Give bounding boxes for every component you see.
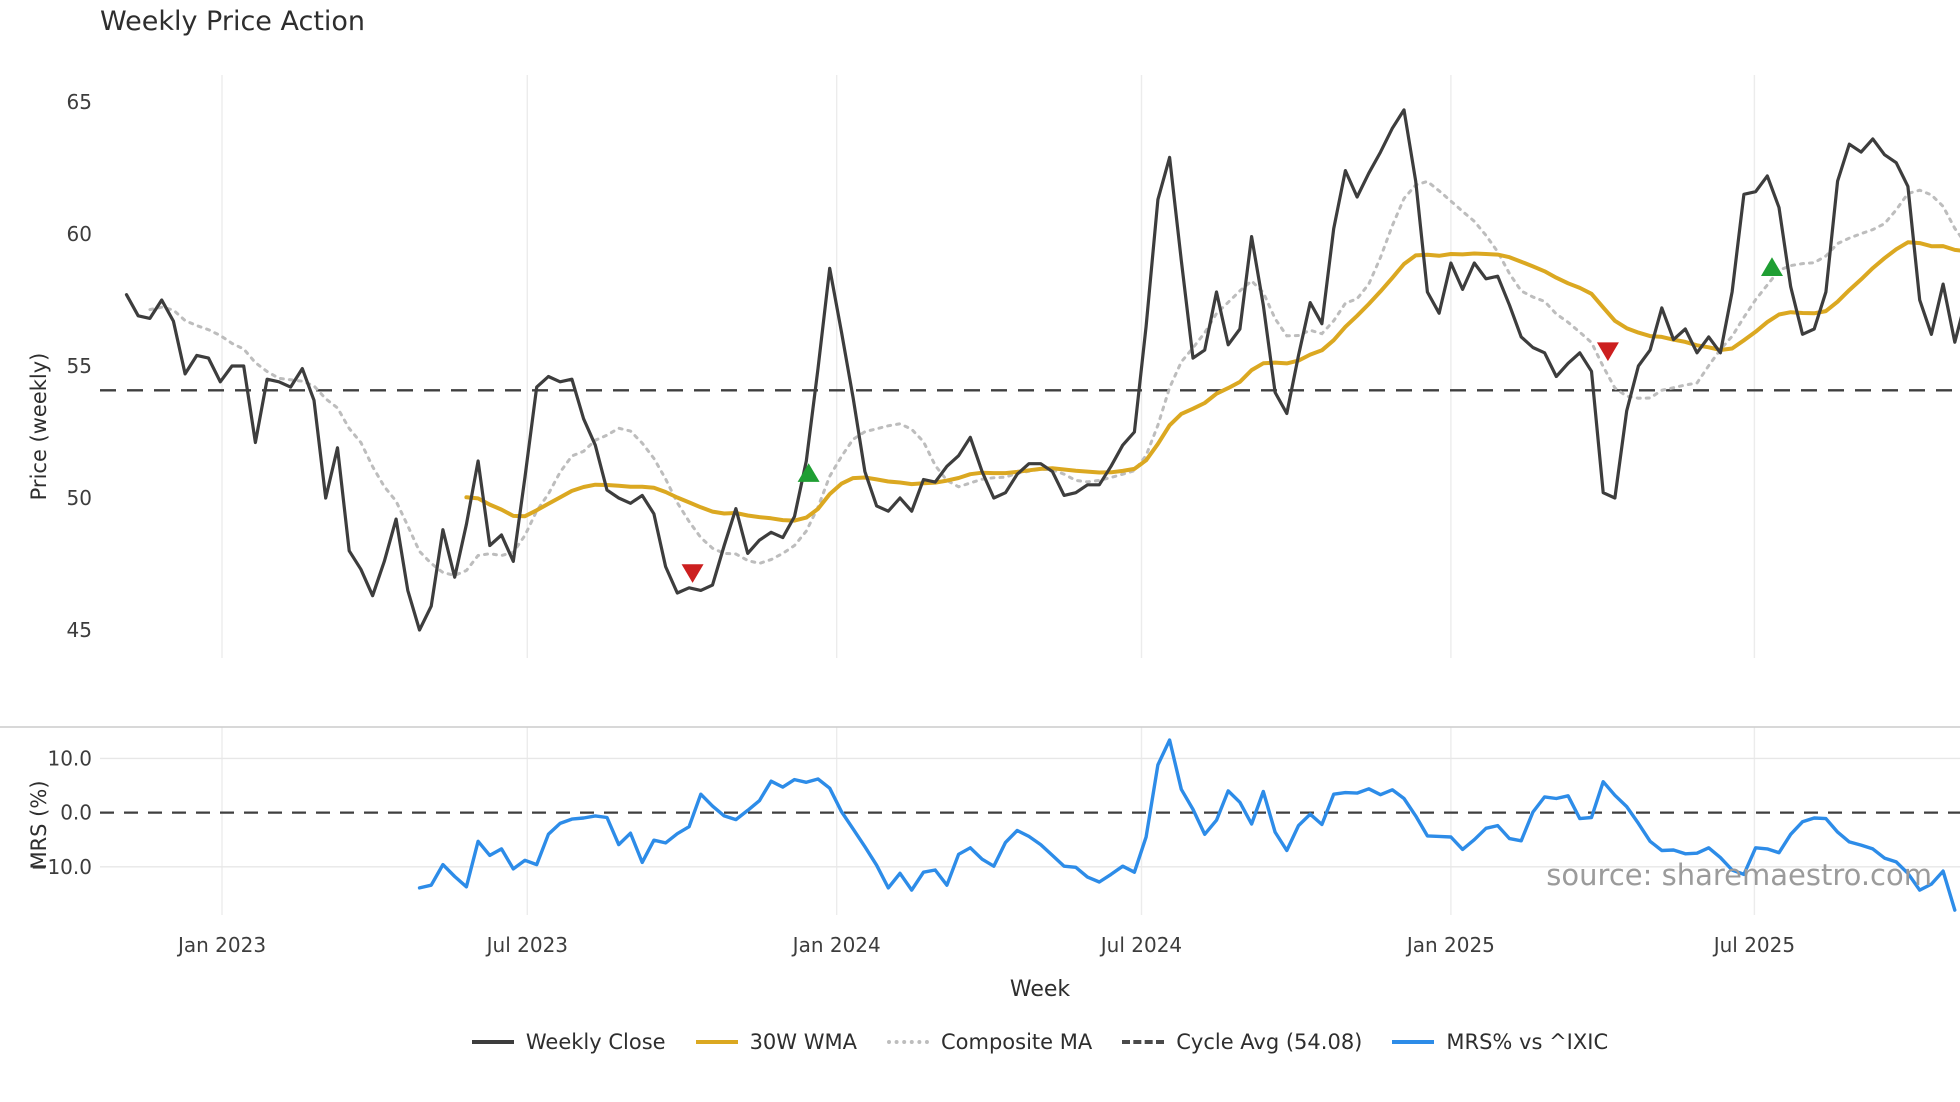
buy-signal-marker: [797, 463, 820, 482]
legend-swatch: [1122, 1040, 1165, 1044]
axis-text: 50: [67, 486, 92, 510]
legend-label: Composite MA: [940, 1030, 1093, 1054]
axis-text: Jul 2025: [1712, 933, 1795, 957]
legend-item-mrs-vs-ixic: MRS% vs ^IXIC: [1392, 1030, 1608, 1054]
axis-text: 45 50 55 60 65 10.0 0.0 −10.0 Jan 2023 Jul 2023 Ja…: [27, 90, 1795, 1002]
legend-label: MRS% vs ^IXIC: [1446, 1030, 1609, 1054]
axis-text: 10.0: [47, 746, 92, 770]
axis-text: Jan 2024: [791, 933, 881, 957]
axis-text: Jul 2024: [1099, 933, 1182, 957]
axis-text: MRS (%): [27, 780, 51, 869]
buy-signal-marker: [1760, 257, 1783, 276]
data-series: [100, 108, 1960, 912]
legend-item-30w-wma: 30W WMA: [695, 1030, 857, 1054]
legend-swatch: [886, 1040, 929, 1044]
signal-markers: [681, 257, 1783, 583]
axis-text: Jul 2023: [485, 933, 568, 957]
legend-swatch: [471, 1040, 514, 1044]
chart-title: Weekly Price Action: [100, 6, 366, 37]
axis-text: Jan 2025: [1405, 933, 1495, 957]
axis-text: Week: [1010, 977, 1071, 1002]
legend: Weekly Close 30W WMA Composite MA Cycle Avg…: [0, 1030, 1960, 1054]
axis-text: 60: [67, 222, 92, 246]
sell-signal-marker: [1596, 342, 1619, 362]
sell-signal-marker: [681, 564, 704, 583]
legend-item-composite-ma: Composite MA: [886, 1030, 1093, 1054]
axis-text: Jan 2023: [176, 933, 266, 957]
axis-text: 65: [67, 90, 92, 114]
gridlines: [0, 75, 1960, 915]
axis-text: −10.0: [31, 855, 92, 879]
axis-text: Price (weekly): [27, 353, 51, 501]
axis-text: 55: [67, 354, 92, 378]
legend-item-weekly-close: Weekly Close: [471, 1030, 666, 1054]
legend-label: Weekly Close: [525, 1030, 666, 1054]
legend-swatch: [1392, 1040, 1435, 1044]
source-watermark: source: sharemaestro.com: [1546, 858, 1932, 892]
axis-text: 0.0: [60, 801, 92, 825]
axis-text: 45: [67, 618, 92, 642]
legend-item-cycle-avg-54-08-: Cycle Avg (54.08): [1122, 1030, 1362, 1054]
legend-swatch: [695, 1040, 738, 1044]
legend-label: Cycle Avg (54.08): [1176, 1030, 1363, 1054]
legend-label: 30W WMA: [749, 1030, 857, 1054]
